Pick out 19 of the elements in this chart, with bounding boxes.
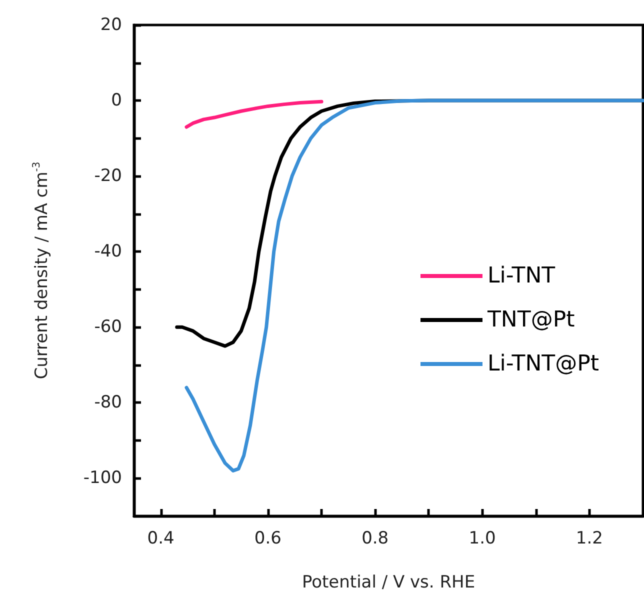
- x-tick-label: 1.0: [468, 528, 496, 548]
- y-tick-label: 20: [100, 15, 122, 35]
- y-tick-label: -60: [94, 317, 122, 338]
- y-tick-label: -20: [94, 166, 122, 186]
- x-tick-label: 0.8: [362, 528, 389, 548]
- line-series: [184, 98, 644, 472]
- y-tick-label: -40: [94, 242, 122, 262]
- x-tick-label: 0.4: [147, 528, 174, 548]
- y-tick-label: -100: [83, 468, 122, 488]
- line-series: [184, 100, 324, 129]
- x-tick-label: 1.2: [576, 528, 603, 548]
- y-axis-title: Current density / mA cm-3: [32, 162, 52, 380]
- y-tick-label: 0: [111, 90, 122, 111]
- y-tick-label: -80: [94, 392, 122, 413]
- x-axis-title: Potential / V vs. RHE: [302, 572, 476, 592]
- legend-label: Li-TNT: [487, 264, 556, 288]
- x-tick-label: 0.6: [254, 528, 282, 548]
- legend-label: TNT@Pt: [486, 308, 576, 332]
- legend-label: Li-TNT@Pt: [487, 352, 600, 376]
